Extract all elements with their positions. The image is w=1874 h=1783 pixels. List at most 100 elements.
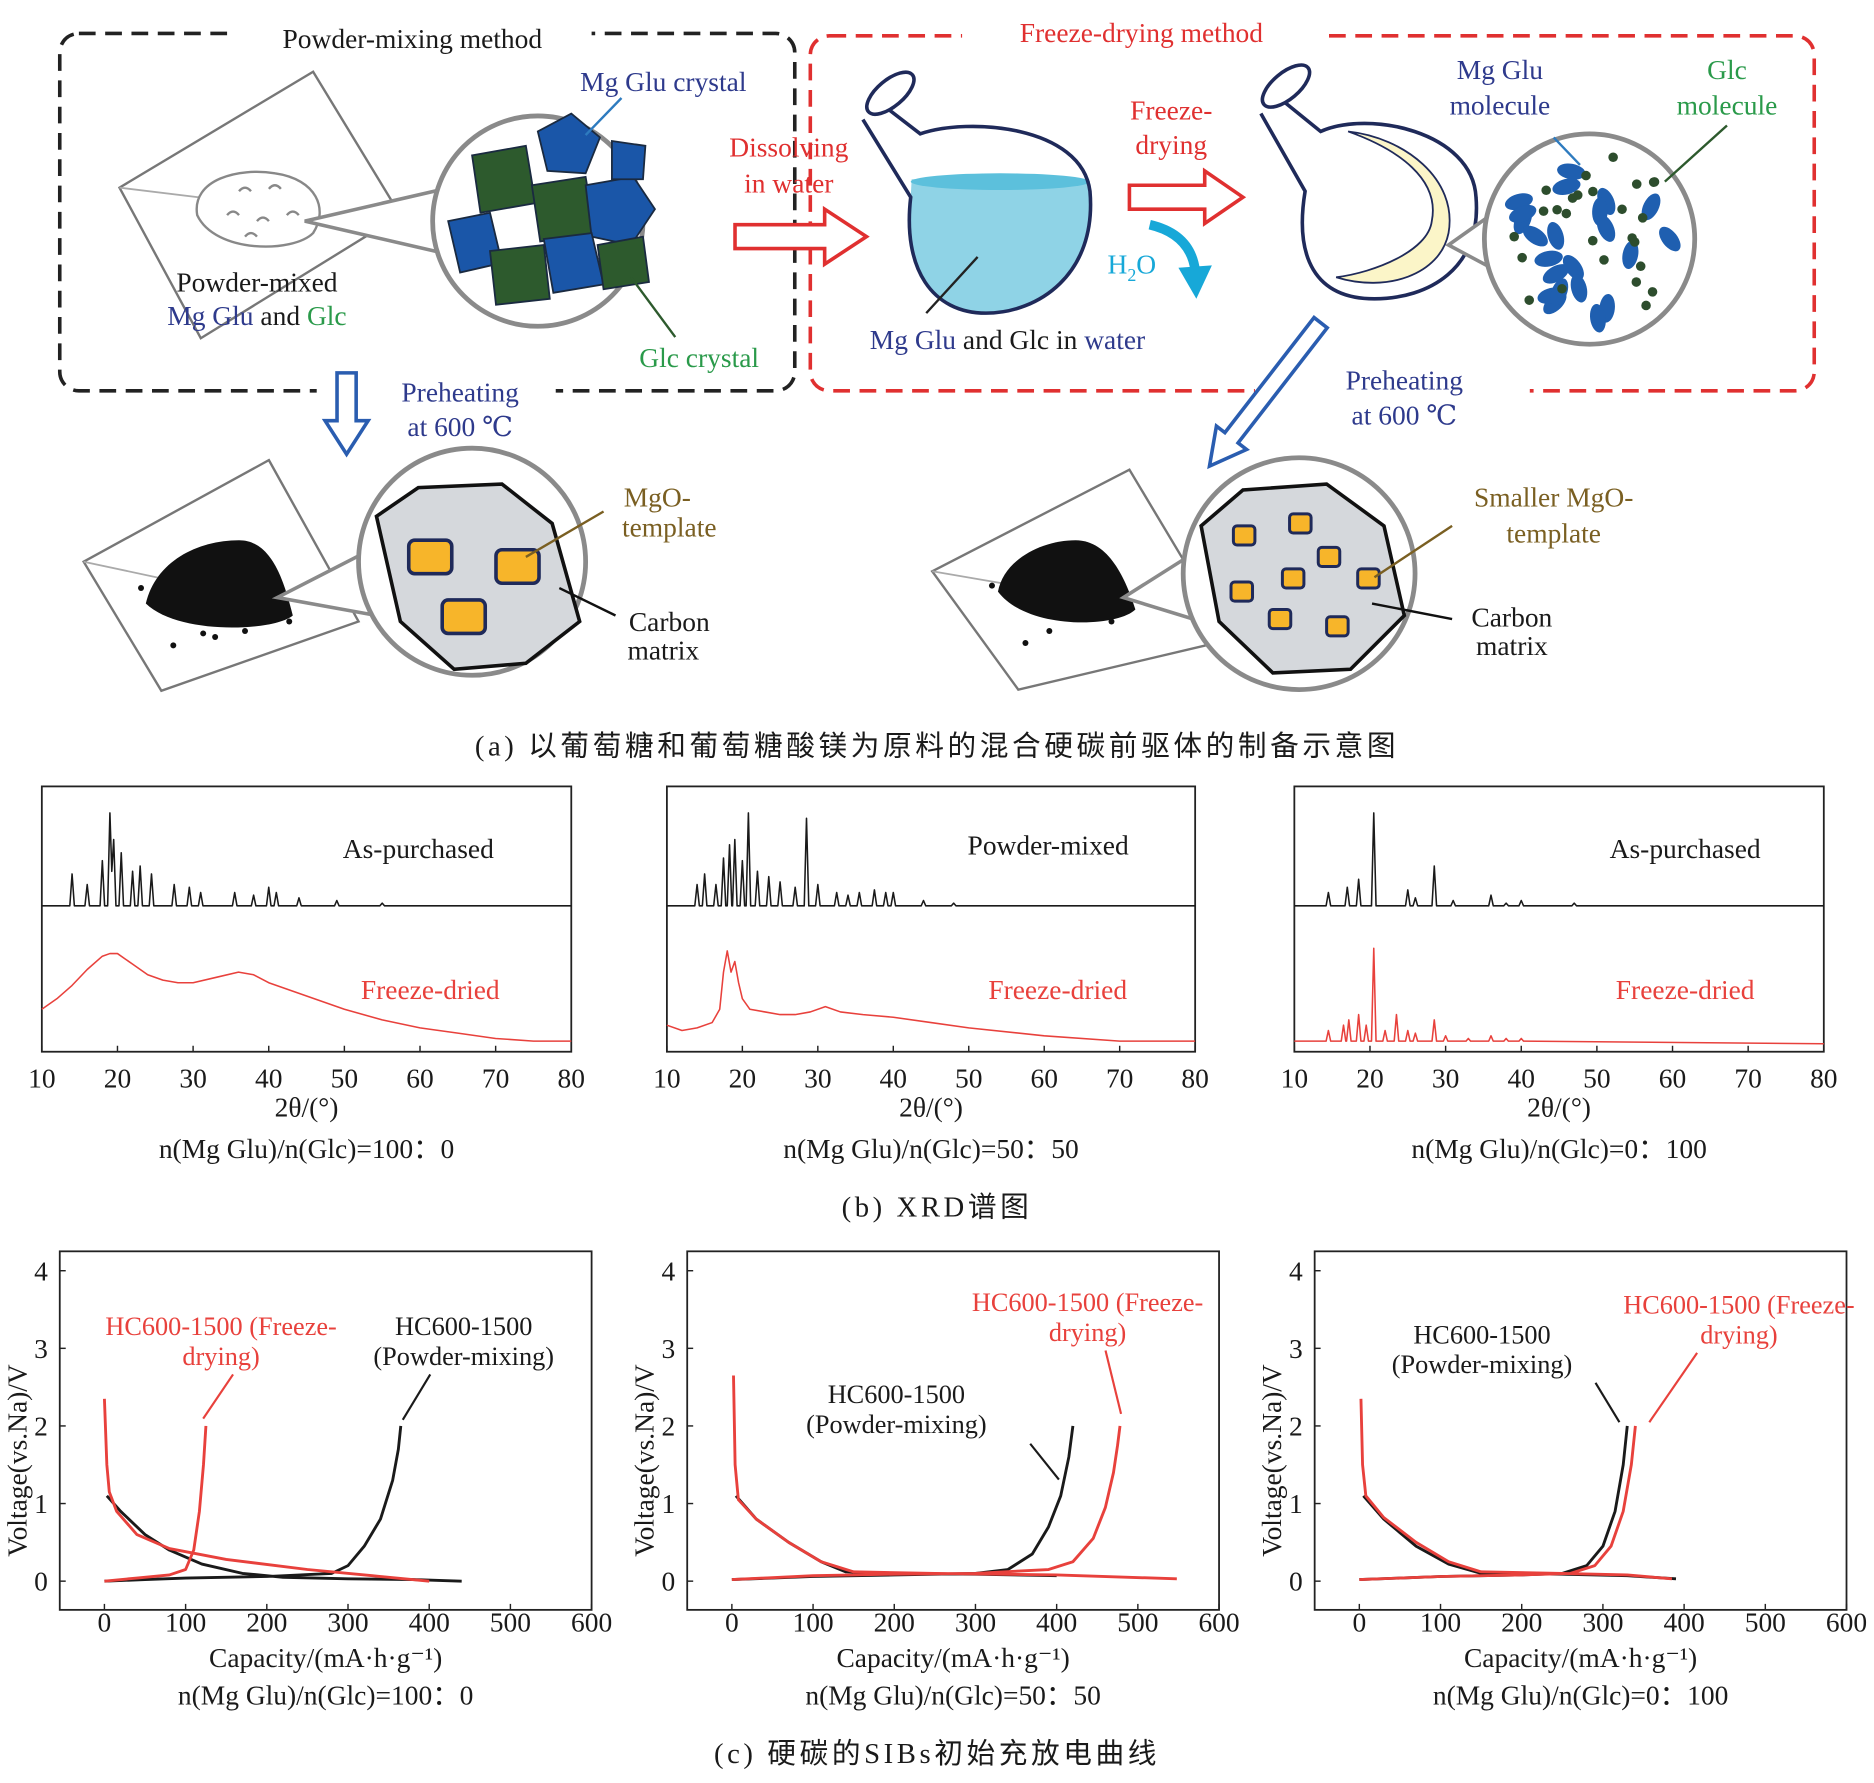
chart-subtitle: n(Mg Glu)/n(Glc)=50：50 [805, 1680, 1100, 1710]
caption: (a) 以葡萄糖和葡萄糖酸镁为原料的混合硬碳前驱体的制备示意图 [475, 730, 1399, 762]
x-tick-label: 20 [104, 1064, 131, 1094]
glc-molecule [1561, 208, 1572, 219]
glc-molecule [1538, 206, 1549, 216]
x-tick-label: 40 [880, 1064, 907, 1094]
leader [558, 586, 617, 617]
series-label: As-purchased [1610, 834, 1761, 864]
series-line [666, 950, 1196, 1042]
glc-molecule [1608, 152, 1618, 163]
mg-glu-molecule [1570, 274, 1588, 303]
arrow [1127, 167, 1247, 227]
molecules [1504, 152, 1681, 333]
leader [925, 256, 979, 314]
label: Powder-mixed Mg Glu and Glc [167, 268, 346, 331]
arrow [733, 205, 870, 268]
series-label-box: HC600-1500 (Powder-mixing) [1392, 1319, 1573, 1379]
mg-glu-molecule [1547, 221, 1565, 250]
y-axis-label: Voltage(vs.Na)/V [2, 1364, 32, 1557]
series-label: As-purchased [343, 834, 494, 864]
leader [1552, 136, 1581, 166]
mg-glu-molecule [1562, 254, 1584, 280]
x-tick-label: 200 [246, 1607, 287, 1637]
glc-molecule [1587, 235, 1598, 246]
label: Mg Glu crystal [580, 67, 747, 97]
x-axis-label: 2θ/(°) [899, 1092, 963, 1122]
x-tick-label: 100 [1420, 1607, 1461, 1637]
carbon-powder [997, 540, 1136, 623]
label-line: Powder-mixed [176, 268, 337, 298]
label-line: template [622, 513, 717, 543]
flask [1259, 94, 1479, 301]
x-tick-label: 80 [1181, 1064, 1208, 1094]
mgo-templates [1229, 512, 1381, 638]
plot-frame [1293, 785, 1825, 1053]
x-tick-label: 80 [558, 1064, 585, 1094]
glc-molecule [1581, 170, 1591, 181]
x-tick-label: 70 [1106, 1064, 1133, 1094]
y-tick-label: 2 [662, 1411, 676, 1441]
series-label-box: HC600-1500 (Freeze-drying) [105, 1311, 337, 1371]
series-label: Freeze-dried [1616, 975, 1755, 1005]
label: Preheating at 600 ℃ [401, 378, 519, 443]
mg-glu-molecule [1552, 178, 1581, 195]
y-tick-label: 2 [1289, 1411, 1303, 1441]
label-line: Dissolving [729, 133, 848, 163]
label-line: Freeze- [1130, 96, 1212, 126]
label-line: Mg Glu [1457, 55, 1543, 85]
y-tick-label: 0 [34, 1567, 48, 1597]
series-line [41, 812, 572, 907]
x-tick-label: 30 [179, 1064, 206, 1094]
leader [1371, 602, 1453, 621]
series-label: HC600-1500 (Freeze-drying) [1623, 1289, 1855, 1350]
label: Freeze-drying [1130, 96, 1212, 161]
plot-frame [665, 785, 1197, 1053]
plot-frame [58, 1250, 593, 1611]
label-part: Mg Glu [870, 325, 956, 355]
series-label-box: HC600-1500 (Freeze-drying) [972, 1287, 1203, 1347]
mg-glu-molecule [1622, 240, 1639, 269]
label-part: 2 [1127, 265, 1136, 285]
flask [861, 100, 1093, 315]
x-tick-label: 30 [1432, 1064, 1459, 1094]
x-tick-label: 10 [28, 1064, 55, 1094]
x-tick-label: 100 [792, 1607, 833, 1637]
glc-molecule [1635, 261, 1646, 271]
glc-molecule [1524, 295, 1535, 305]
label-line: molecule [1677, 91, 1778, 121]
series-label: Freeze-dried [361, 975, 500, 1005]
glc-molecule [1631, 277, 1642, 287]
series-line [41, 952, 572, 1042]
label-line: matrix [1476, 631, 1548, 661]
x-tick-label: 200 [1501, 1607, 1542, 1637]
series-label-box: HC600-1500 (Freeze-drying) [1623, 1289, 1855, 1350]
glc-molecule [1631, 179, 1642, 189]
series-label: Freeze-dried [988, 975, 1127, 1005]
mg-glu-molecule [1534, 250, 1563, 267]
y-tick-label: 2 [34, 1411, 48, 1441]
carbon-grains [138, 585, 293, 649]
label-leader [1104, 1350, 1123, 1415]
mg-glu-molecule [1509, 204, 1537, 223]
chart-subtitle: n(Mg Glu)/n(Glc)=50：50 [783, 1134, 1078, 1164]
powder-grains [226, 184, 300, 238]
x-tick-label: 10 [1281, 1064, 1308, 1094]
label-leader [1594, 1382, 1621, 1423]
label: Mg Glu molecule [1450, 55, 1551, 121]
x-tick-label: 60 [1659, 1064, 1686, 1094]
x-tick-label: 400 [409, 1607, 450, 1637]
glc-molecule [1509, 231, 1519, 242]
series-line [102, 1398, 430, 1583]
label-line: in water [744, 168, 833, 198]
y-tick-label: 4 [1289, 1256, 1303, 1286]
dried-film [1335, 130, 1451, 284]
glc-molecule [1629, 237, 1640, 247]
series-label: HC600-1500 (Freeze-drying) [105, 1311, 337, 1371]
series-line [731, 1425, 1075, 1582]
label: Smaller MgO-template [1474, 483, 1633, 549]
label-line: at 600 ℃ [407, 412, 513, 442]
x-tick-label: 0 [1352, 1607, 1366, 1637]
y-axis-label: Voltage(vs.Na)/V [630, 1364, 660, 1557]
x-tick-label: 40 [255, 1064, 282, 1094]
